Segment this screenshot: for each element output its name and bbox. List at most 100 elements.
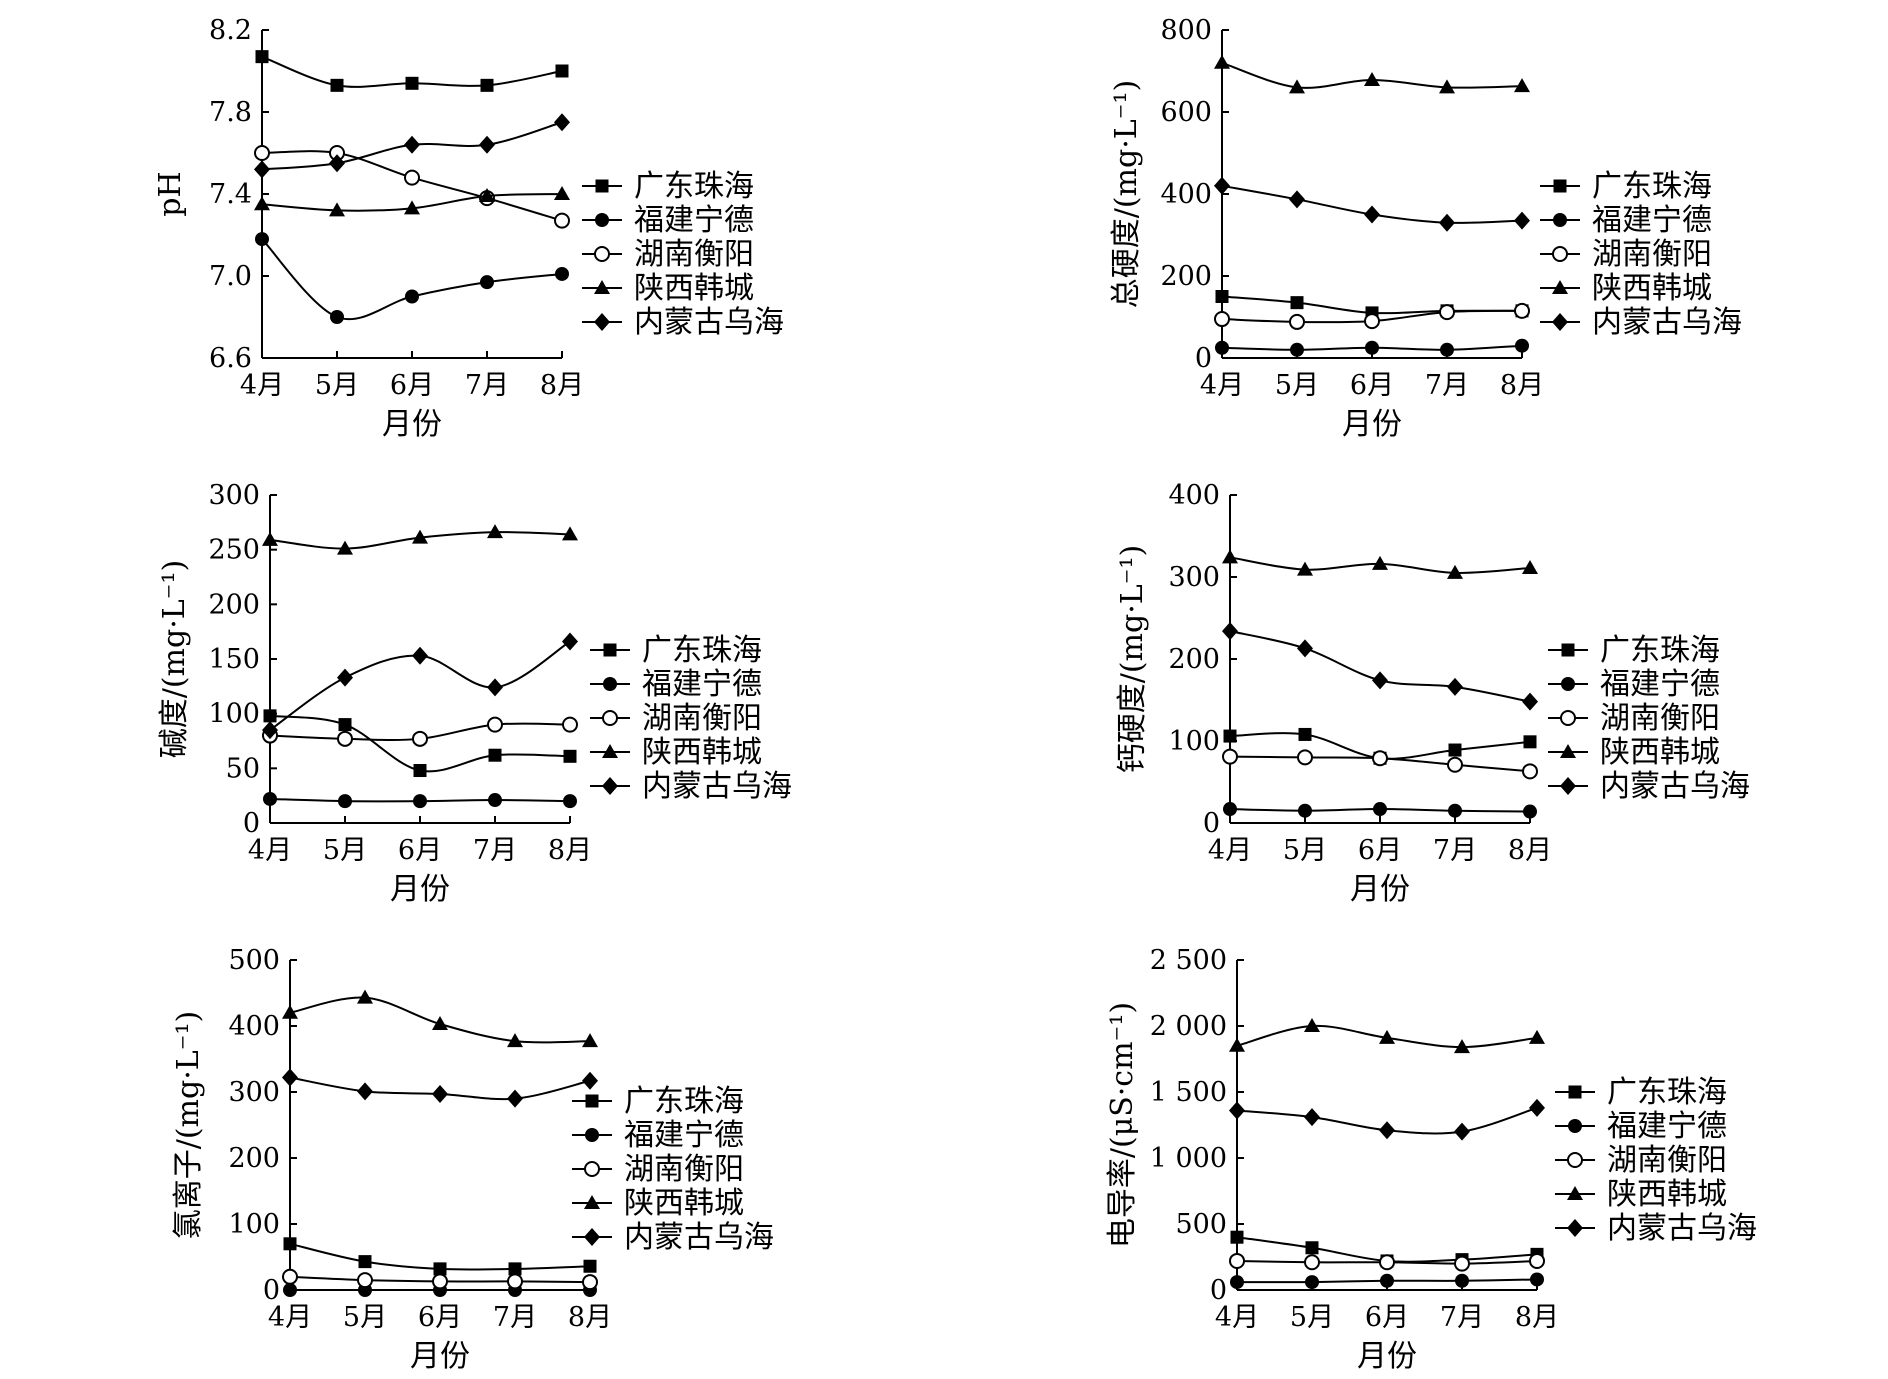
data-point-3: [1289, 313, 1305, 330]
y-tick-label: 0: [263, 1275, 280, 1306]
x-tick-label: 6月: [1350, 370, 1394, 401]
data-point-1: [563, 749, 577, 763]
data-point-4: [554, 186, 570, 200]
x-tick-label: 6月: [1358, 835, 1402, 866]
data-point-2: [255, 232, 269, 247]
y-tick-label: 2 500: [1150, 945, 1227, 976]
data-point-2: [1373, 802, 1387, 817]
x-tick-label: 6月: [390, 370, 434, 401]
legend-marker: [1552, 280, 1568, 294]
legend-marker: [585, 1128, 599, 1142]
data-point-2: [1305, 1275, 1319, 1290]
data-point-5: [357, 1082, 373, 1101]
data-point-2: [1365, 340, 1379, 355]
x-tick-label: 4月: [1208, 835, 1252, 866]
data-point-2: [1530, 1272, 1544, 1287]
x-tick-label: 5月: [343, 1302, 387, 1333]
data-point-3: [412, 730, 428, 747]
data-point-2: [1215, 340, 1229, 355]
data-point-3: [554, 212, 570, 229]
data-point-1: [1230, 1230, 1244, 1244]
legend-marker: [1567, 1219, 1583, 1237]
data-point-3: [1222, 748, 1238, 765]
data-point-3: [337, 730, 353, 747]
data-point-1: [1523, 735, 1537, 749]
data-point-4: [1297, 561, 1313, 576]
data-point-2: [1440, 342, 1454, 357]
data-point-5: [1372, 671, 1388, 690]
data-point-5: [1297, 639, 1313, 658]
y-tick-label: 200: [1168, 644, 1220, 675]
data-point-3: [1439, 304, 1455, 321]
data-point-5: [1364, 205, 1380, 224]
data-point-4: [1214, 54, 1230, 69]
data-point-1: [413, 764, 427, 778]
legend-label: 福建宁德: [634, 203, 754, 238]
x-tick-label: 4月: [268, 1302, 312, 1333]
y-axis-title: pH: [153, 171, 188, 216]
data-point-5: [254, 160, 270, 179]
data-point-5: [1214, 176, 1230, 195]
x-tick-label: 4月: [240, 370, 284, 401]
y-tick-label: 400: [1168, 480, 1220, 511]
data-point-1: [583, 1259, 597, 1273]
data-point-4: [1372, 555, 1388, 570]
data-point-2: [1448, 803, 1462, 818]
data-point-2: [263, 791, 277, 806]
y-tick-label: 0: [1203, 808, 1220, 839]
legend-label: 福建宁德: [1607, 1109, 1727, 1144]
legend-marker: [1568, 1085, 1582, 1099]
data-point-5: [432, 1084, 448, 1103]
data-point-2: [1380, 1273, 1394, 1288]
legend-label: 湖南衡阳: [642, 701, 762, 736]
y-tick-label: 200: [208, 589, 260, 620]
data-point-3: [1214, 311, 1230, 328]
data-point-5: [412, 646, 428, 665]
data-point-1: [1448, 743, 1462, 757]
data-point-5: [337, 668, 353, 687]
data-point-4: [1514, 78, 1530, 93]
data-point-3: [1304, 1254, 1320, 1271]
legend-marker: [1552, 246, 1568, 262]
x-tick-label: 8月: [568, 1302, 612, 1333]
legend-marker: [1560, 710, 1576, 726]
data-point-3: [1522, 763, 1538, 780]
data-point-4: [487, 524, 503, 539]
data-point-2: [1515, 338, 1529, 353]
legend-label: 湖南衡阳: [1607, 1143, 1727, 1178]
data-point-3: [1529, 1252, 1545, 1269]
data-point-2: [555, 266, 569, 281]
x-axis-title: 月份: [410, 1339, 470, 1374]
data-point-5: [1454, 1122, 1470, 1141]
data-point-1: [1290, 296, 1304, 310]
data-point-5: [282, 1068, 298, 1087]
data-point-2: [563, 794, 577, 809]
y-tick-label: 8.2: [209, 15, 252, 46]
legend-marker: [1560, 777, 1576, 795]
data-point-2: [413, 794, 427, 809]
data-point-2: [283, 1283, 297, 1297]
data-point-5: [1289, 190, 1305, 209]
data-point-5: [329, 154, 345, 173]
y-tick-label: 0: [1210, 1275, 1227, 1306]
data-point-4: [1222, 549, 1238, 564]
data-point-5: [1229, 1101, 1245, 1120]
legend-label: 福建宁德: [1592, 203, 1712, 238]
legend-label: 陕西韩城: [1592, 271, 1712, 306]
legend-label: 陕西韩城: [634, 271, 754, 306]
data-point-3: [1454, 1255, 1470, 1272]
data-point-1: [1298, 727, 1312, 741]
data-point-1: [480, 78, 494, 92]
x-tick-label: 6月: [418, 1302, 462, 1333]
data-point-3: [282, 1268, 298, 1285]
data-point-5: [487, 678, 503, 697]
data-point-3: [1514, 302, 1530, 319]
legend-label: 广东珠海: [642, 633, 762, 668]
data-point-5: [1304, 1108, 1320, 1127]
legend-label: 陕西韩城: [1600, 735, 1720, 770]
x-axis-title: 月份: [1350, 872, 1410, 907]
data-point-1: [555, 64, 569, 78]
data-point-2: [1523, 804, 1537, 819]
x-axis-title: 月份: [390, 872, 450, 907]
